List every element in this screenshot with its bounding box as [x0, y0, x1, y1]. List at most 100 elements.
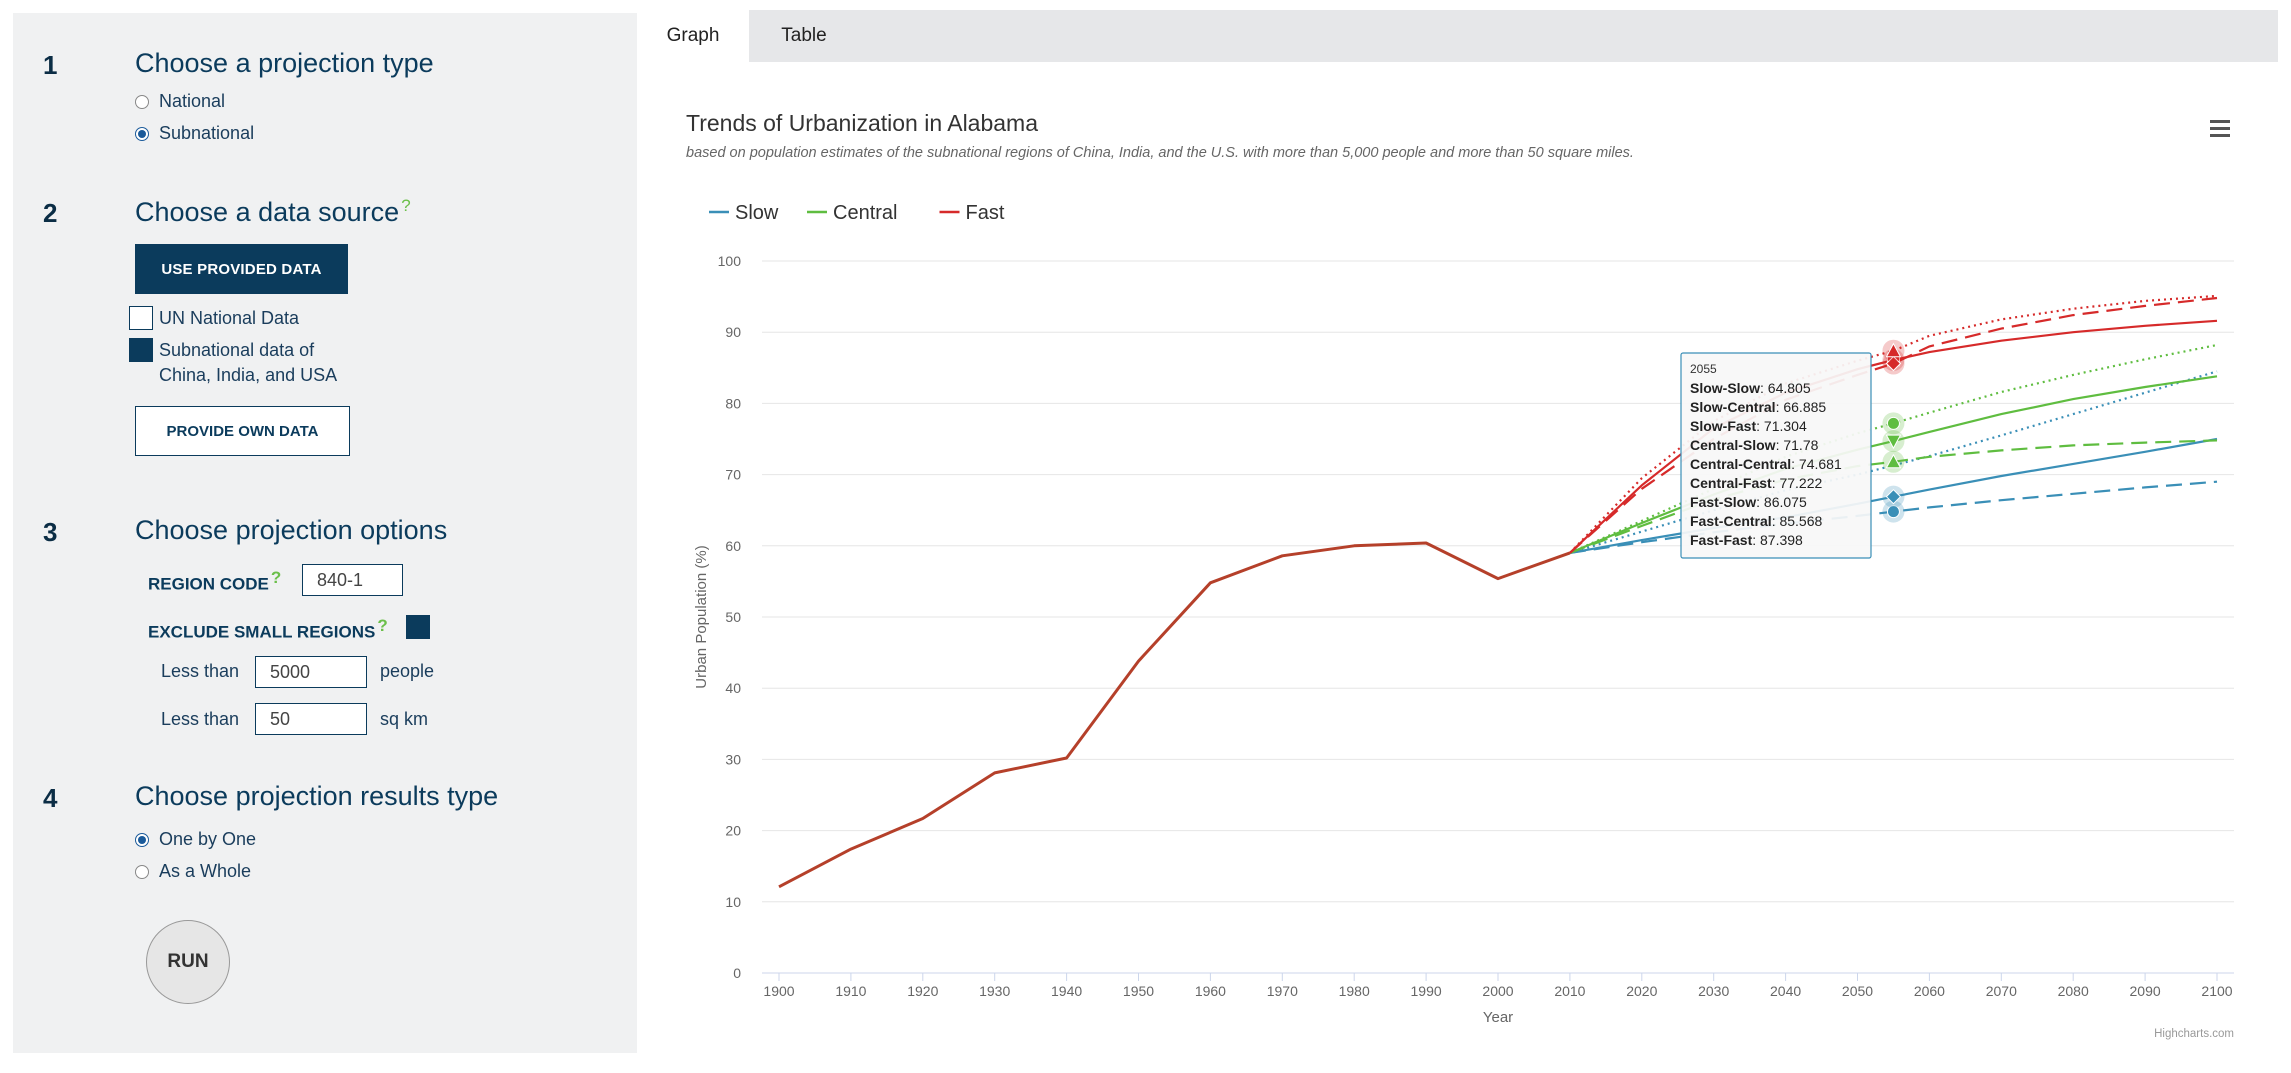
chart-tooltip: 2055 Slow-Slow: 64.805 Slow-Central: 66.88…: [1680, 352, 1872, 559]
checkbox-un-national-box[interactable]: [129, 306, 153, 330]
tooltip-row-value: : 71.78: [1776, 437, 1819, 453]
series-line-history: [778, 541, 1571, 889]
tooltip-row-value: : 74.681: [1791, 456, 1842, 472]
x-tick-label-2050: 2050: [1842, 983, 1873, 999]
tooltip-row-slow-slow: Slow-Slow: 64.805: [1690, 380, 1811, 396]
tooltip-row-central-central: Central-Central: 74.681: [1690, 456, 1842, 472]
checkbox-subnational-label-line1: Subnational data of: [159, 340, 315, 360]
tab-graph[interactable]: Graph: [637, 10, 749, 62]
chart-title: Trends of Urbanization in Alabama: [686, 110, 1038, 136]
tooltip-row-value: : 87.398: [1752, 532, 1803, 548]
x-tick-label-1960: 1960: [1195, 983, 1226, 999]
region-code-help-icon[interactable]: ?: [270, 568, 282, 587]
marker-central-central: [1885, 434, 1902, 450]
checkbox-un-national-label: UN National Data: [159, 308, 300, 328]
marker-fast-central: [1885, 355, 1902, 372]
legend-label-slow[interactable]: Slow: [735, 202, 779, 224]
legend-label-fast[interactable]: Fast: [966, 202, 1005, 224]
min-area-input[interactable]: 50: [255, 703, 367, 735]
radio-national-circle[interactable]: [135, 94, 149, 109]
checkbox-un-national[interactable]: UN National Data: [129, 306, 299, 331]
x-tick-label-1950: 1950: [1123, 983, 1154, 999]
radio-one-by-one-circle[interactable]: [135, 832, 149, 847]
chart-menu-icon[interactable]: [2210, 120, 2230, 137]
tooltip-row-value: : 71.304: [1756, 418, 1807, 434]
marker-slow-slow: [1886, 505, 1900, 519]
radio-subnational[interactable]: Subnational: [135, 123, 254, 144]
y-tick-label-90: 90: [725, 324, 741, 340]
tooltip-row-value: : 64.805: [1760, 380, 1811, 396]
chart-plot-area: [778, 294, 2218, 889]
tooltip-row-value: : 85.568: [1772, 513, 1823, 529]
region-code-label: REGION CODE?: [148, 568, 281, 595]
x-tick-label-1990: 1990: [1411, 983, 1442, 999]
x-tick-label-1930: 1930: [979, 983, 1010, 999]
chart-menu-icon-bar-1[interactable]: [2210, 120, 2230, 123]
chart-menu-icon-bar-2[interactable]: [2210, 127, 2230, 130]
chart-grid: [762, 260, 2234, 974]
step-1-number: 1: [43, 50, 58, 80]
y-axis-title: Urban Population (%): [693, 545, 710, 688]
region-code-label-text: REGION CODE: [148, 574, 269, 594]
tooltip-header: 2055: [1690, 362, 1717, 376]
provide-own-data-button[interactable]: PROVIDE OWN DATA: [135, 406, 350, 456]
region-code-input[interactable]: 840-1: [302, 564, 403, 596]
tooltip-row-name: Slow-Fast: [1690, 418, 1756, 434]
radio-national[interactable]: National: [135, 91, 225, 112]
checkbox-subnational[interactable]: Subnational data of China, India, and USA: [129, 338, 337, 388]
step-2-number: 2: [43, 198, 58, 228]
y-tick-label-10: 10: [725, 894, 741, 910]
people-unit-label: people: [380, 661, 435, 681]
chart-markers: [1882, 339, 1905, 523]
min-people-input[interactable]: 5000: [255, 656, 367, 688]
y-tick-label-0: 0: [733, 965, 741, 981]
less-than-area-label: Less than: [161, 709, 240, 729]
y-tick-label-100: 100: [718, 253, 742, 269]
series-line-slow-fast: [1569, 370, 2218, 554]
step-4-number: 4: [43, 783, 58, 813]
radio-national-label: National: [159, 91, 226, 111]
radio-as-a-whole[interactable]: As a Whole: [135, 861, 251, 882]
checkbox-subnational-label: Subnational data of China, India, and USA: [159, 338, 337, 388]
step-2-title-text: Choose a data source: [135, 197, 400, 227]
highcharts-credits[interactable]: Highcharts.com: [2154, 1028, 2234, 1040]
step-1-title: Choose a projection type: [135, 48, 434, 78]
tooltip-row-fast-fast: Fast-Fast: 87.398: [1690, 532, 1803, 548]
exclude-small-regions-label-text: EXCLUDE SMALL REGIONS: [148, 622, 376, 642]
checkbox-subnational-label-line2: China, India, and USA: [159, 365, 338, 385]
legend-label-central[interactable]: Central: [833, 202, 897, 224]
step-3-number: 3: [43, 517, 58, 547]
tooltip-row-central-slow: Central-Slow: 71.78: [1690, 437, 1819, 453]
y-tick-label-70: 70: [725, 467, 741, 483]
radio-one-by-one[interactable]: One by One: [135, 829, 256, 850]
tooltip-row-name: Slow-Central: [1690, 399, 1776, 415]
radio-subnational-circle[interactable]: [135, 126, 149, 141]
tab-table[interactable]: Table: [781, 25, 827, 46]
tooltip-row-name: Fast-Central: [1690, 513, 1772, 529]
exclude-small-regions-checkbox[interactable]: [406, 615, 430, 639]
x-tick-label-2090: 2090: [2130, 983, 2161, 999]
step-3-title: Choose projection options: [135, 515, 448, 545]
run-button[interactable]: RUN: [146, 920, 230, 1004]
tooltip-row-central-fast: Central-Fast: 77.222: [1690, 475, 1823, 491]
tooltip-row-name: Central-Slow: [1690, 437, 1776, 453]
marker-fast-fast: [1885, 342, 1902, 358]
data-source-help-icon[interactable]: ?: [401, 196, 411, 215]
chart-menu-icon-bar-3[interactable]: [2210, 134, 2230, 137]
x-tick-label-2070: 2070: [1986, 983, 2017, 999]
x-tick-label-1970: 1970: [1267, 983, 1298, 999]
radio-as-a-whole-circle[interactable]: [135, 864, 149, 879]
step-2-title: Choose a data source?: [135, 196, 411, 228]
exclude-help-icon[interactable]: ?: [377, 616, 388, 635]
checkbox-subnational-box[interactable]: [129, 338, 153, 362]
use-provided-data-button[interactable]: USE PROVIDED DATA: [135, 244, 348, 294]
x-tick-label-1920: 1920: [907, 983, 938, 999]
x-axis-title: Year: [1483, 1009, 1513, 1026]
marker-central-slow: [1885, 453, 1902, 469]
marker-central-fast: [1886, 416, 1900, 430]
tooltip-box: [1680, 352, 1872, 559]
area-unit-label: sq km: [380, 709, 429, 729]
x-tick-label-1910: 1910: [835, 983, 866, 999]
